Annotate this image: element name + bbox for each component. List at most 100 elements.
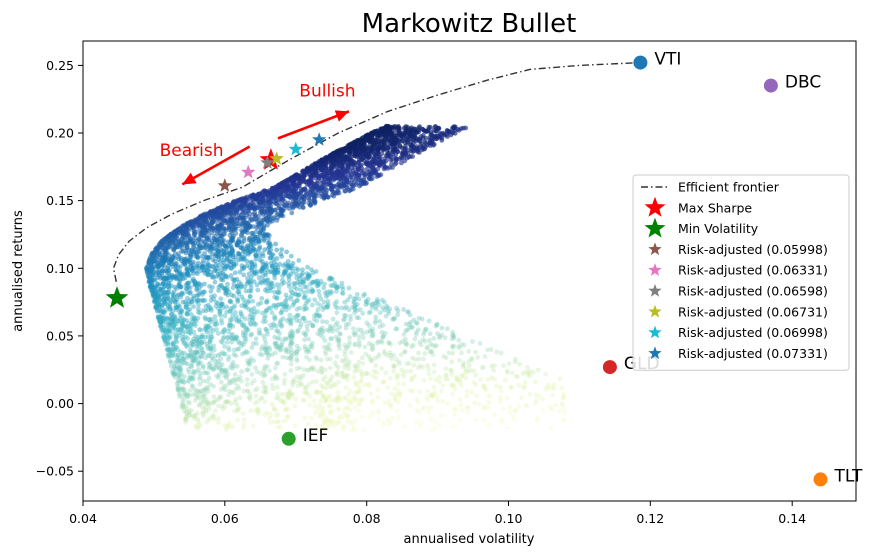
portfolio-point [344,356,349,361]
portfolio-point [531,370,536,375]
portfolio-point [359,168,364,173]
portfolio-point [465,405,470,410]
portfolio-point [352,369,357,374]
portfolio-point [429,349,434,354]
portfolio-point [280,392,285,397]
portfolio-point [248,333,253,338]
portfolio-point [379,339,384,344]
portfolio-point [294,272,299,277]
portfolio-point [508,410,513,415]
portfolio-point [331,317,336,322]
portfolio-point [260,352,265,357]
portfolio-point [420,365,425,370]
portfolio-point [254,257,259,262]
portfolio-point [557,376,562,381]
portfolio-point [173,375,178,380]
portfolio-point [552,386,557,391]
portfolio-point [356,360,361,365]
portfolio-point [219,395,224,400]
portfolio-point [225,282,230,287]
portfolio-point [376,410,381,415]
portfolio-point [283,407,288,412]
portfolio-point [185,231,190,236]
portfolio-point [499,418,504,423]
portfolio-point [204,242,209,247]
portfolio-point [374,130,379,135]
portfolio-point [540,408,545,413]
portfolio-point [381,334,386,339]
portfolio-point [409,127,414,132]
portfolio-point [259,296,264,301]
portfolio-point [216,404,221,409]
portfolio-point [222,265,227,270]
portfolio-point [416,365,421,370]
portfolio-point [166,341,171,346]
portfolio-point [204,370,209,375]
portfolio-point [166,290,171,295]
portfolio-point [358,307,363,312]
portfolio-point [252,279,257,284]
portfolio-point [327,277,332,282]
portfolio-point [356,138,361,143]
portfolio-point [197,338,202,343]
portfolio-point [185,353,190,358]
portfolio-point [310,322,315,327]
portfolio-point [499,389,504,394]
portfolio-point [234,221,239,226]
portfolio-point [436,398,441,403]
portfolio-point [400,156,405,161]
portfolio-point [322,282,327,287]
portfolio-point [283,203,288,208]
portfolio-point [330,329,335,334]
portfolio-point [241,426,246,431]
portfolio-point [379,172,384,177]
portfolio-point [491,368,496,373]
portfolio-point [325,305,330,310]
portfolio-point [403,350,408,355]
portfolio-point [386,311,391,316]
portfolio-point [306,337,311,342]
portfolio-point [218,272,223,277]
portfolio-point [206,256,211,261]
portfolio-point [189,264,194,269]
portfolio-point [432,370,437,375]
portfolio-point [188,331,193,336]
portfolio-point [466,369,471,374]
portfolio-point [191,392,196,397]
portfolio-point [410,154,415,159]
portfolio-point [427,319,432,324]
portfolio-point [474,393,479,398]
portfolio-point [427,372,432,377]
portfolio-point [316,289,321,294]
portfolio-point [313,410,318,415]
portfolio-point [347,340,352,345]
portfolio-point [213,254,218,259]
portfolio-point [450,391,455,396]
portfolio-point [234,335,239,340]
portfolio-point [360,415,365,420]
portfolio-point [352,296,357,301]
portfolio-point [419,343,424,348]
portfolio-point [507,361,512,366]
portfolio-point [292,423,297,428]
portfolio-point [459,383,464,388]
portfolio-point [380,135,385,140]
portfolio-point [403,152,408,157]
portfolio-point [453,386,458,391]
portfolio-point [172,324,177,329]
portfolio-point [248,408,253,413]
portfolio-point [407,133,412,138]
portfolio-point [353,397,358,402]
portfolio-point [273,366,278,371]
portfolio-point [296,258,301,263]
portfolio-point [301,373,306,378]
portfolio-point [428,376,433,381]
portfolio-point [431,336,436,341]
portfolio-point [289,362,294,367]
portfolio-point [480,366,485,371]
portfolio-point [196,360,201,365]
portfolio-point [314,355,319,360]
portfolio-point [424,129,429,134]
portfolio-point [195,287,200,292]
